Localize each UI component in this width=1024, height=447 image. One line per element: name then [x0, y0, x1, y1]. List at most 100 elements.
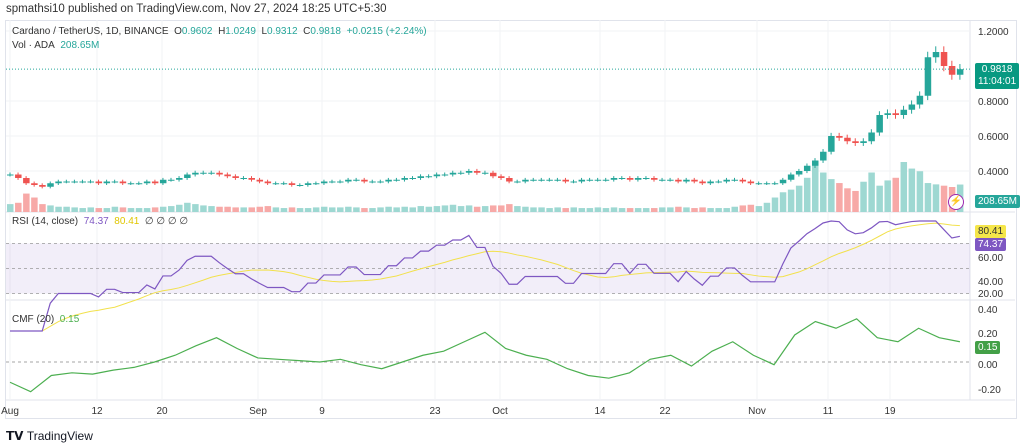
volume-bar	[473, 206, 481, 212]
rsi-tick-label: 20.00	[978, 289, 1003, 300]
rsi-legend[interactable]: RSI (14, close) 74.37 80.41 ∅ ∅ ∅ ∅	[12, 216, 188, 227]
volume-bar	[481, 206, 489, 212]
volume-bar	[586, 208, 594, 212]
rsi-extra-values: ∅ ∅ ∅ ∅	[144, 216, 189, 227]
candle-body	[280, 183, 288, 185]
candle-body	[940, 52, 948, 66]
volume-bar	[401, 206, 408, 212]
candle-body	[176, 178, 183, 180]
cmf-tick-label: 0.20	[978, 329, 998, 340]
candle-body	[87, 181, 94, 183]
cmf-value: 0.15	[59, 314, 80, 325]
candle-body	[79, 181, 86, 183]
price-tick-label: 0.4000	[978, 167, 1009, 178]
volume-bar	[844, 188, 851, 212]
volume-bar	[312, 207, 320, 212]
high-value: 1.0249	[225, 26, 256, 37]
volume-bar	[47, 205, 54, 212]
candle-body	[812, 160, 819, 166]
candle-body	[216, 172, 223, 175]
volume-bar	[618, 208, 626, 212]
cmf-tick-label: -0.20	[978, 385, 1001, 396]
candle-body	[828, 136, 835, 152]
candle-body	[353, 179, 360, 181]
volume-bar	[288, 207, 296, 212]
candle-body	[224, 174, 231, 177]
volume-bar	[200, 205, 207, 212]
volume-bar	[71, 207, 78, 212]
x-tick-label: Sep	[249, 406, 267, 417]
volume-bar	[924, 183, 932, 212]
volume-bar	[723, 208, 730, 212]
volume-bar	[159, 206, 167, 212]
volume-bar	[208, 206, 215, 212]
volume-bar	[111, 206, 119, 212]
rsi-tick-label: 60.00	[978, 253, 1003, 264]
candle-body	[787, 174, 795, 180]
volume-bar	[812, 162, 819, 212]
candle-body	[763, 183, 771, 185]
volume-bar	[699, 207, 706, 212]
x-tick-label: 22	[659, 406, 671, 417]
candle-body	[602, 179, 610, 181]
lightning-icon[interactable]: ⚡	[948, 194, 964, 210]
candle-body	[473, 171, 481, 173]
volume-bar	[119, 207, 127, 212]
volume-bar	[675, 206, 682, 212]
candle-body	[530, 179, 537, 181]
close-label: C	[303, 26, 311, 37]
candle-body	[337, 181, 344, 183]
volume-bar	[803, 177, 811, 212]
volume-bar	[457, 206, 465, 212]
volume-bar	[280, 208, 288, 212]
candle-body	[256, 179, 264, 182]
volume-bar	[320, 206, 328, 212]
volume-bar	[522, 206, 529, 212]
volume-bar	[264, 206, 272, 212]
candle-body	[457, 172, 465, 174]
candle-body	[184, 174, 191, 178]
volume-bar	[192, 204, 199, 212]
candle-body	[731, 179, 738, 181]
low-value: 0.9312	[267, 26, 298, 37]
candle-body	[747, 181, 755, 184]
candle-body	[465, 171, 473, 173]
x-tick-label: Aug	[1, 406, 19, 417]
candle-body	[296, 185, 304, 186]
volume-bar	[892, 177, 899, 212]
candle-body	[63, 181, 70, 183]
cmf-legend[interactable]: CMF (20) 0.15	[12, 314, 79, 325]
candle-body	[803, 165, 811, 171]
volume-bar	[707, 208, 714, 212]
volume-bar	[634, 208, 642, 212]
volume-bar	[884, 180, 891, 212]
candle-body	[143, 181, 151, 184]
volume-bar	[490, 205, 497, 212]
volume-bar	[578, 208, 586, 212]
rsi-tag: 74.37	[975, 238, 1007, 251]
candle-body	[618, 178, 626, 179]
candle-body	[642, 178, 650, 179]
rsi-tick-label: 40.00	[978, 277, 1003, 288]
candle-body	[264, 181, 272, 184]
candle-body	[868, 132, 875, 142]
candle-body	[329, 181, 336, 183]
volume-bar	[546, 208, 553, 212]
candle-body	[634, 178, 642, 180]
candle-body	[498, 176, 505, 178]
rsi-ma-tag: 80.41	[975, 225, 1007, 238]
cmf-tag: 0.15	[975, 341, 1001, 354]
volume-bar	[7, 204, 14, 212]
candle-body	[844, 137, 851, 142]
tradingview-logo[interactable]: 𝗧𝗩 TradingView	[6, 429, 93, 443]
candle-body	[369, 181, 376, 183]
volume-bar	[127, 208, 135, 212]
cmf-label: CMF (20)	[12, 314, 55, 325]
chart-frame[interactable]	[5, 20, 1017, 419]
volume-bar	[530, 207, 537, 212]
volume-bar	[554, 207, 561, 212]
candle-body	[192, 172, 199, 175]
candle-body	[626, 178, 634, 180]
candle-body	[852, 141, 859, 143]
